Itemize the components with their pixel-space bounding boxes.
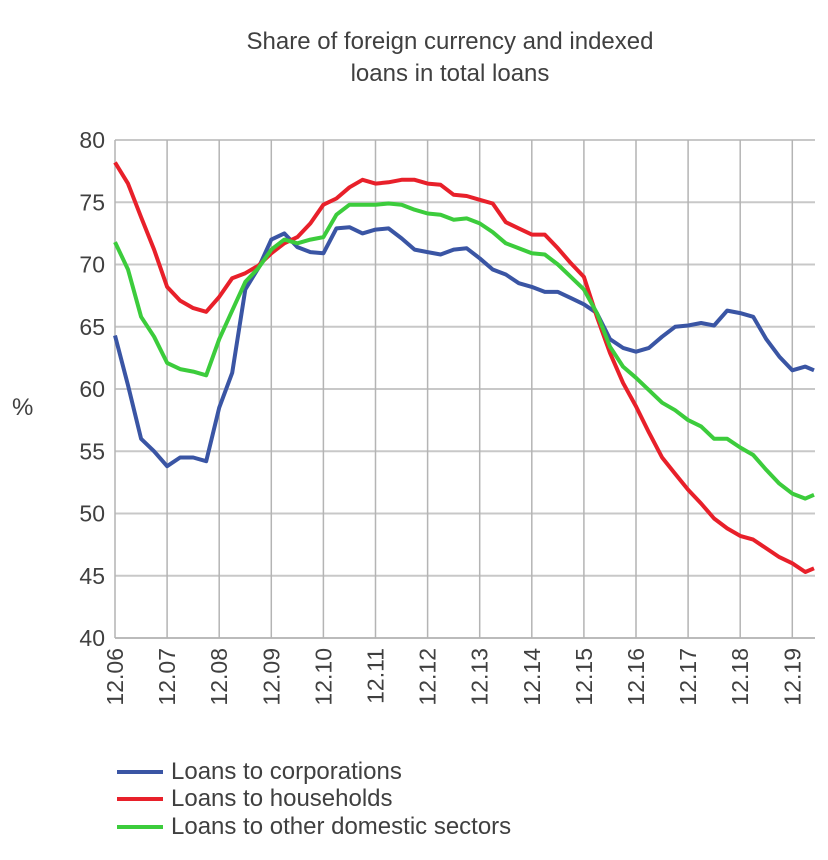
y-tick-label: 75 [79, 189, 105, 215]
x-tick-label: 12.12 [415, 648, 441, 706]
y-tick-label: 70 [79, 252, 105, 278]
legend-swatch [117, 769, 163, 774]
x-tick-label: 12.14 [519, 648, 545, 706]
legend-label: Loans to households [171, 785, 393, 813]
y-tick-label: 80 [79, 127, 105, 153]
x-tick-label: 12.08 [206, 648, 232, 706]
legend-item-corporations: Loans to corporations [117, 758, 511, 786]
x-tick-label: 12.18 [727, 648, 753, 706]
y-tick-label: 50 [79, 501, 105, 527]
x-tick-label: 12.19 [779, 648, 805, 706]
y-tick-label: 65 [79, 314, 105, 340]
y-tick-label: 45 [79, 563, 105, 589]
legend-label: Loans to corporations [171, 757, 402, 785]
legend-label: Loans to other domestic sectors [171, 812, 512, 840]
y-tick-label: 55 [79, 438, 105, 464]
y-axis-label: % [12, 394, 34, 421]
x-tick-label: 12.10 [310, 648, 336, 706]
chart-title-line-1: Share of foreign currency and indexed [246, 28, 654, 55]
y-tick-label: 60 [79, 376, 105, 402]
x-tick-label: 12.15 [571, 648, 597, 706]
series-line-1 [113, 161, 815, 574]
legend-swatch [117, 797, 163, 802]
series-line-0 [113, 225, 815, 469]
x-tick-label: 12.11 [363, 648, 389, 704]
x-tick-label: 12.07 [154, 648, 180, 706]
legend-item-other-sectors: Loans to other domestic sectors [117, 813, 511, 841]
x-tick-label: 12.09 [258, 648, 284, 706]
legend-item-households: Loans to households [117, 785, 511, 814]
y-tick-label: 40 [79, 625, 105, 651]
chart-title: Share of foreign currency and indexed lo… [100, 26, 800, 90]
x-tick-label: 12.06 [102, 648, 128, 706]
legend-swatch [117, 824, 163, 829]
series-line-2 [113, 201, 815, 501]
legend: Loans to corporations Loans to household… [117, 758, 511, 841]
x-tick-label: 12.17 [675, 648, 701, 706]
x-tick-label: 12.16 [623, 648, 649, 706]
chart-title-line-2: loans in total loans [350, 60, 550, 87]
x-tick-label: 12.13 [467, 648, 493, 706]
